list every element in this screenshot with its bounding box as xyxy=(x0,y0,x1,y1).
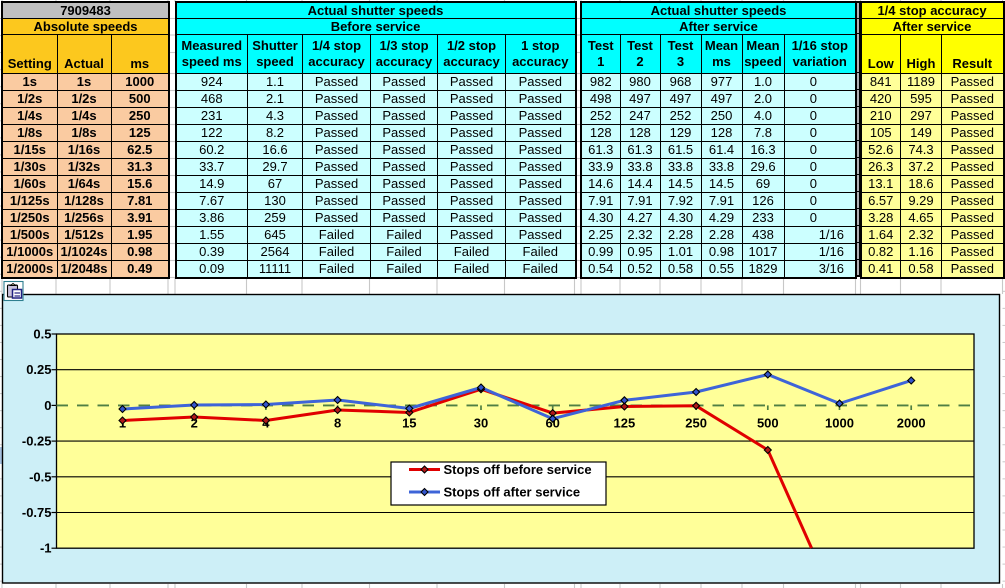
svg-text:-1: -1 xyxy=(40,541,52,556)
svg-text:30: 30 xyxy=(474,416,488,431)
svg-text:8: 8 xyxy=(334,416,341,431)
svg-text:0.25: 0.25 xyxy=(26,362,51,377)
svg-text:0: 0 xyxy=(44,398,51,413)
svg-text:-0.75: -0.75 xyxy=(22,505,52,520)
svg-text:-0.5: -0.5 xyxy=(29,469,51,484)
svg-text:2: 2 xyxy=(191,416,198,431)
svg-text:125: 125 xyxy=(614,416,636,431)
svg-text:-0.25: -0.25 xyxy=(22,434,52,449)
svg-text:1000: 1000 xyxy=(825,416,854,431)
svg-text:15: 15 xyxy=(402,416,416,431)
svg-text:500: 500 xyxy=(757,416,779,431)
svg-text:250: 250 xyxy=(685,416,707,431)
svg-text:Stops off before service: Stops off before service xyxy=(444,462,592,477)
svg-text:2000: 2000 xyxy=(897,416,926,431)
svg-text:Stops off after service: Stops off after service xyxy=(444,485,581,500)
svg-text:0.5: 0.5 xyxy=(33,327,51,342)
